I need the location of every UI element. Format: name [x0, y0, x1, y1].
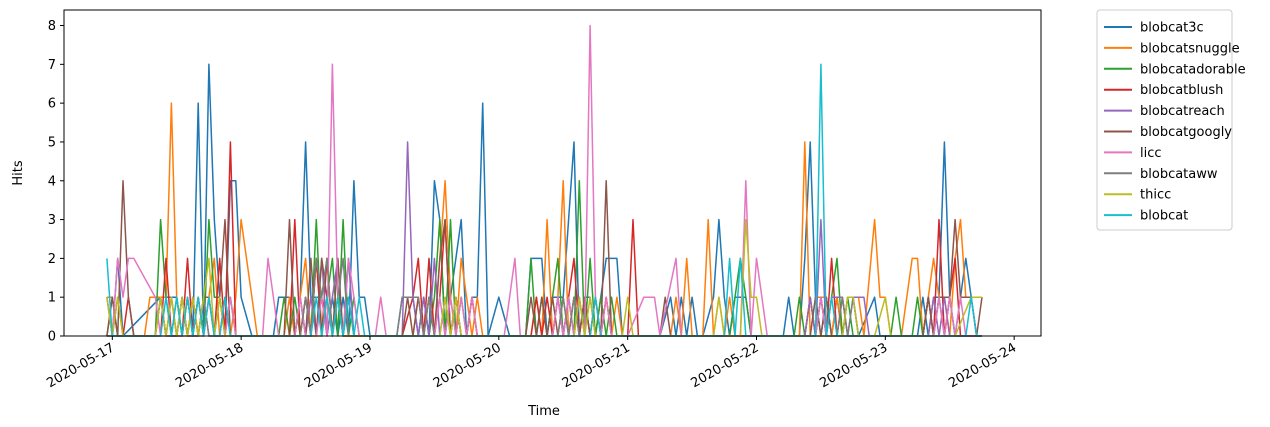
x-axis-label: Time: [527, 404, 560, 419]
legend-label-blobcatsnuggle: blobcatsnuggle: [1140, 41, 1240, 56]
y-tick-label: 4: [48, 174, 56, 189]
legend: blobcat3c blobcatsnuggle blobcatadorable bl…: [1096, 9, 1246, 231]
legend-label-blobcat3c: blobcat3c: [1140, 21, 1204, 36]
legend-label-blobcatreach: blobcatreach: [1140, 104, 1225, 119]
y-axis-label: Hits: [11, 160, 26, 185]
y-tick-label: 0: [48, 330, 56, 345]
y-tick-label: 3: [48, 213, 56, 228]
legend-label-blobcatgoogly: blobcatgoogly: [1140, 125, 1232, 140]
y-tick-label: 5: [48, 135, 56, 150]
y-axis: 0 1 2 3 4 5 6 7 8: [48, 19, 64, 345]
legend-label-blobcatadorable: blobcatadorable: [1140, 62, 1246, 77]
axes-frame: [63, 9, 1042, 337]
y-tick-label: 8: [48, 19, 56, 34]
legend-label-blobcat: blobcat: [1140, 209, 1188, 224]
y-tick-label: 7: [48, 58, 56, 73]
legend-label-thicc: thicc: [1140, 188, 1171, 203]
y-tick-label: 2: [48, 252, 56, 267]
legend-label-blobcataww: blobcataww: [1140, 167, 1218, 182]
legend-box: [1096, 9, 1233, 231]
legend-label-licc: licc: [1140, 146, 1162, 161]
y-tick-label: 1: [48, 291, 56, 306]
y-tick-label: 6: [48, 97, 56, 112]
legend-label-blobcatblush: blobcatblush: [1140, 83, 1223, 98]
